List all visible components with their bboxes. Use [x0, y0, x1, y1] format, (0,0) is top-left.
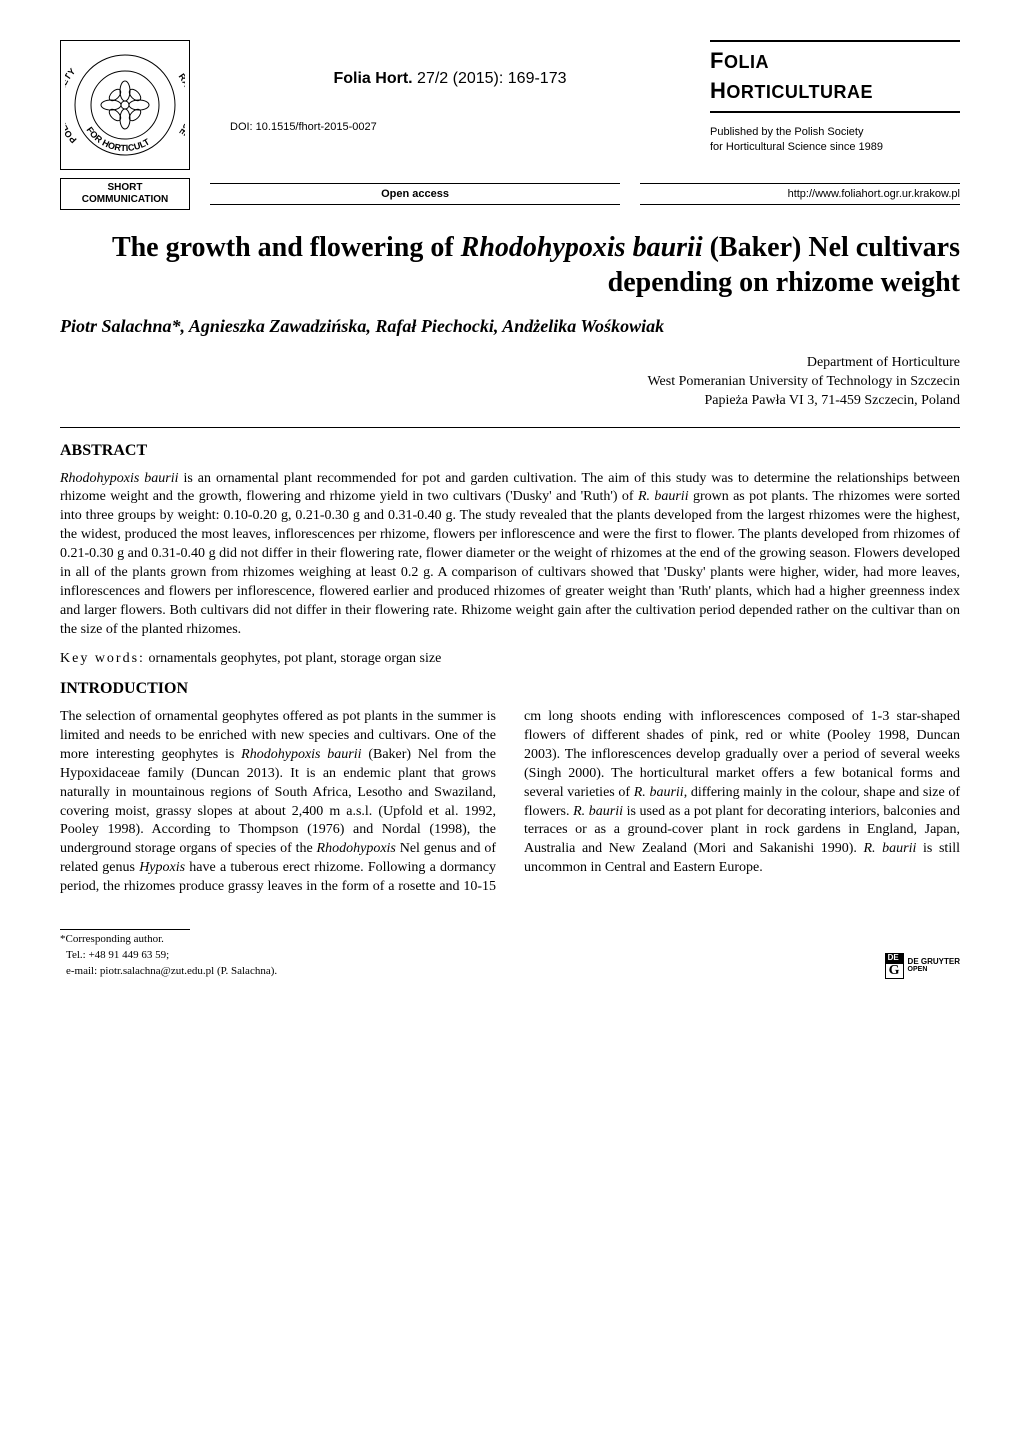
- svg-text:RAL SCIENCE: RAL SCIENCE: [177, 72, 185, 138]
- folia-ref: Folia Hort. 27/2 (2015): 169-173: [210, 68, 690, 90]
- journal-title-line1: FOLIA: [710, 46, 960, 76]
- rule-top: [60, 427, 960, 428]
- svg-text:FOR HORTICULT: FOR HORTICULT: [84, 125, 151, 153]
- affiliation: Department of Horticulture West Pomerani…: [60, 354, 960, 411]
- dg-top: DE: [885, 953, 904, 963]
- meta-strip: SHORT COMMUNICATION Open access http://w…: [60, 178, 960, 210]
- short-communication-badge: SHORT COMMUNICATION: [60, 178, 190, 210]
- society-logo-svg: POLISH SOCIETY RAL SCIENCE FOR HORTICULT: [65, 45, 185, 165]
- folia-ref-bold: Folia Hort.: [333, 70, 412, 87]
- journal-block: FOLIA HORTICULTURAE Published by the Pol…: [710, 40, 960, 155]
- open-access-label: Open access: [210, 183, 620, 206]
- intro-sp4: R. baurii: [634, 785, 684, 800]
- intro-t4: have a tuberous erect rhizome.: [185, 860, 368, 875]
- title-pre: The growth and flowering of: [112, 232, 461, 263]
- keywords-text: ornamentals geophytes, pot plant, storag…: [145, 651, 441, 666]
- folia-ref-block: Folia Hort. 27/2 (2015): 169-173 DOI: 10…: [210, 40, 690, 134]
- intro-paragraph: The selection of ornamental geophytes of…: [60, 708, 960, 897]
- publisher: Published by the Polish Society for Hort…: [710, 125, 960, 155]
- title-species: Rhodohypoxis baurii: [461, 232, 703, 263]
- journal-title-f: F: [710, 48, 724, 73]
- doi: DOI: 10.1515/fhort-2015-0027: [210, 120, 690, 135]
- abs-sp1: Rhodohypoxis baurii: [60, 471, 179, 486]
- publisher-line2: for Horticultural Science since 1989: [710, 140, 960, 155]
- affil-line2: West Pomeranian University of Technology…: [60, 373, 960, 392]
- journal-title-ort: ORTICULTURAE: [726, 82, 873, 102]
- journal-url[interactable]: http://www.foliahort.ogr.ur.krakow.pl: [640, 183, 960, 206]
- dg-line2: OPEN: [908, 966, 960, 973]
- corr-tel: Tel.: +48 91 449 63 59;: [60, 948, 277, 963]
- abstract-heading: ABSTRACT: [60, 440, 960, 462]
- journal-title-h: H: [710, 78, 726, 103]
- intro-body: The selection of ornamental geophytes of…: [60, 708, 960, 897]
- footer: *Corresponding author. Tel.: +48 91 449 …: [60, 929, 960, 979]
- svg-text:POLISH SOCIETY: POLISH SOCIETY: [65, 66, 78, 145]
- journal-title-line2: HORTICULTURAE: [710, 76, 960, 106]
- degruyter-text: DE GRUYTER OPEN: [908, 958, 960, 973]
- affil-line1: Department of Horticulture: [60, 354, 960, 373]
- corr-email: e-mail: piotr.salachna@zut.edu.pl (P. Sa…: [60, 964, 277, 979]
- journal-title: FOLIA HORTICULTURAE: [710, 40, 960, 113]
- authors: Piotr Salachna*, Agnieszka Zawadzińska, …: [60, 314, 960, 338]
- header: POLISH SOCIETY RAL SCIENCE FOR HORTICULT…: [60, 40, 960, 170]
- intro-t2: (Baker) Nel from the Hypoxidaceae family…: [60, 747, 496, 856]
- intro-sp1: Rhodohypoxis baurii: [241, 747, 361, 762]
- keywords-label: Key words:: [60, 651, 145, 666]
- abs-t2: grown as pot plants. The rhizomes were s…: [60, 489, 960, 636]
- folia-ref-issue: 27/2 (2015): 169-173: [417, 70, 566, 87]
- degruyter-badge: DE G DE GRUYTER OPEN: [885, 953, 960, 979]
- abstract-text: Rhodohypoxis baurii is an ornamental pla…: [60, 470, 960, 640]
- keywords: Key words: ornamentals geophytes, pot pl…: [60, 650, 960, 669]
- intro-sp3: Hypoxis: [139, 860, 185, 875]
- short-comm-line2: COMMUNICATION: [63, 194, 187, 206]
- intro-sp2: Rhodohypoxis: [317, 841, 396, 856]
- journal-title-olia: OLIA: [724, 52, 769, 72]
- intro-sp6: R. baurii: [864, 841, 917, 856]
- corr-label: *Corresponding author.: [60, 929, 190, 947]
- society-logo: POLISH SOCIETY RAL SCIENCE FOR HORTICULT: [60, 40, 190, 170]
- degruyter-icon: DE G: [885, 953, 904, 979]
- dg-line1: DE GRUYTER: [908, 958, 960, 966]
- intro-heading: INTRODUCTION: [60, 678, 960, 700]
- dg-bot: G: [885, 963, 904, 979]
- intro-sp5: R. baurii: [573, 804, 623, 819]
- abs-sp2: R. baurii: [638, 489, 689, 504]
- paper-title: The growth and flowering of Rhodohypoxis…: [60, 230, 960, 300]
- short-comm-line1: SHORT: [63, 182, 187, 194]
- corresponding-author: *Corresponding author. Tel.: +48 91 449 …: [60, 929, 277, 979]
- publisher-line1: Published by the Polish Society: [710, 125, 960, 140]
- affil-line3: Papieża Pawła VI 3, 71-459 Szczecin, Pol…: [60, 392, 960, 411]
